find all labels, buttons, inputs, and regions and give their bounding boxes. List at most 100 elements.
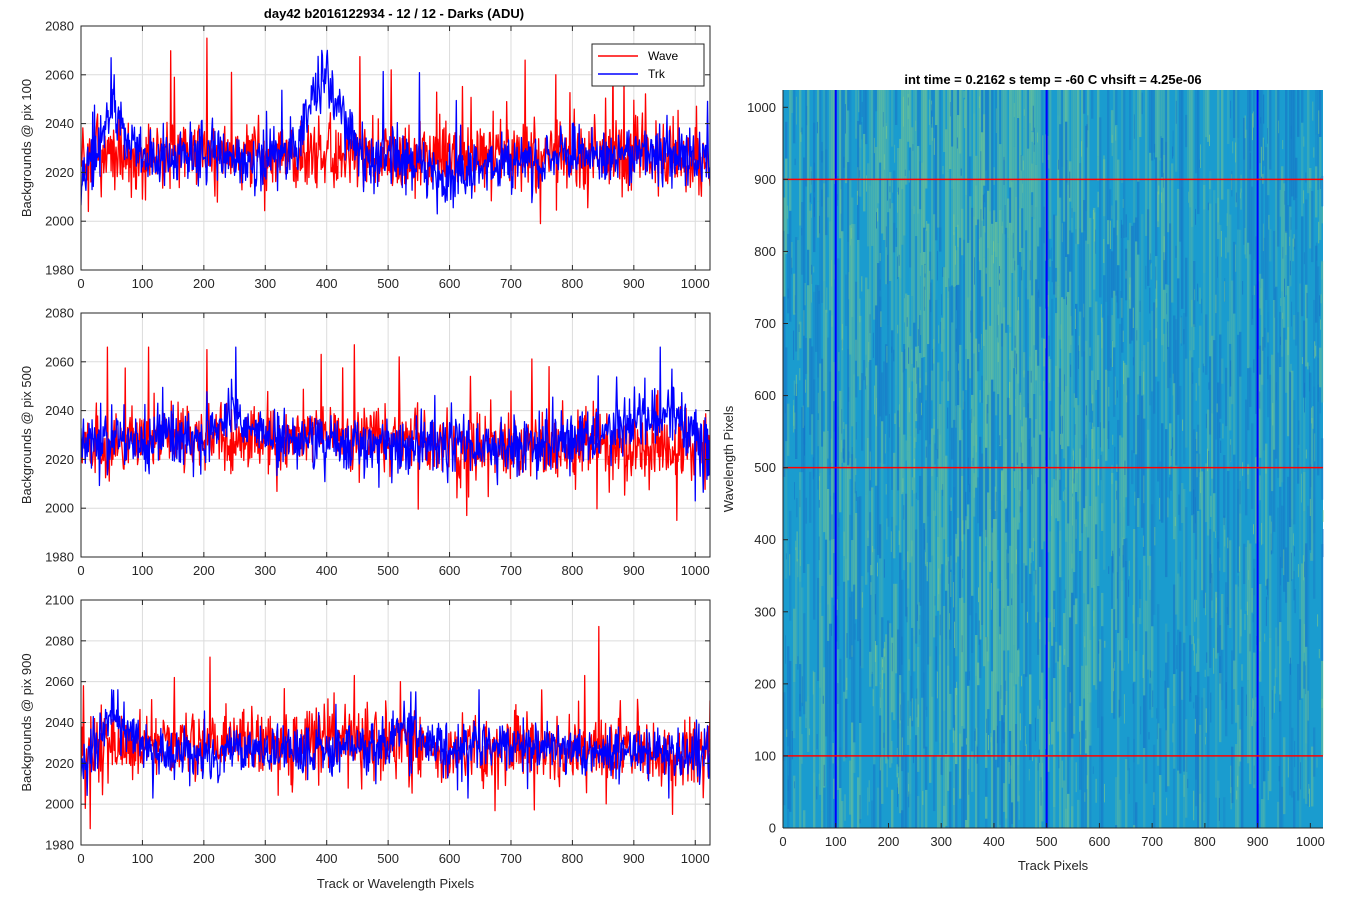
heatmap-speckle xyxy=(1194,497,1196,524)
heatmap-streak xyxy=(937,362,940,417)
heatmap-streak xyxy=(801,202,804,246)
x-tick-label: 300 xyxy=(930,834,952,849)
heatmap-speckle xyxy=(934,596,936,606)
heatmap-streak xyxy=(1087,693,1090,828)
heatmap-streak xyxy=(963,602,966,729)
heatmap-streak xyxy=(1059,197,1062,340)
heatmap-speckle xyxy=(1225,682,1227,709)
heatmap-streak xyxy=(1043,479,1046,542)
heatmap-speckle xyxy=(1261,522,1263,546)
heatmap-streak xyxy=(851,317,854,427)
heatmap-speckle xyxy=(1160,136,1162,159)
heatmap-streak xyxy=(1017,765,1020,802)
heatmap-streak xyxy=(1051,298,1054,432)
heatmap-streak xyxy=(1215,658,1218,798)
heatmap-streak xyxy=(1161,226,1164,346)
heatmap-speckle xyxy=(942,267,944,277)
heatmap-speckle xyxy=(1116,490,1118,500)
heatmap-streak xyxy=(1213,340,1216,494)
heatmap-streak xyxy=(1275,185,1278,287)
heatmap-streak xyxy=(1095,301,1098,390)
heatmap-streak xyxy=(1035,511,1038,623)
heatmap-speckle xyxy=(1143,371,1145,395)
heatmap-streak xyxy=(1275,90,1278,186)
heatmap-speckle xyxy=(1316,757,1318,768)
heatmap-streak xyxy=(1269,374,1272,419)
heatmap-speckle xyxy=(1150,262,1152,280)
heatmap-speckle xyxy=(1215,597,1217,613)
heatmap-speckle xyxy=(1180,317,1182,344)
heatmap-streak xyxy=(983,90,986,115)
heatmap-streak xyxy=(979,436,982,537)
heatmap-streak xyxy=(1247,90,1250,243)
heatmap-streak xyxy=(1293,400,1296,525)
heatmap-streak xyxy=(1099,639,1102,682)
heatmap-speckle xyxy=(816,734,818,750)
heatmap-speckle xyxy=(869,314,871,334)
heatmap-streak xyxy=(1093,584,1096,686)
heatmap-streak xyxy=(1121,580,1124,671)
heatmap-streak xyxy=(983,561,986,667)
heatmap-streak xyxy=(1075,598,1078,625)
heatmap-speckle xyxy=(917,329,919,346)
heatmap-streak xyxy=(887,90,890,213)
heatmap-speckle xyxy=(871,671,873,688)
heatmap-streak xyxy=(841,90,844,232)
heatmap-speckle xyxy=(962,569,964,579)
heatmap-streak xyxy=(1063,613,1066,665)
heatmap-speckle xyxy=(968,768,970,795)
heatmap-speckle xyxy=(1167,321,1169,350)
heatmap-streak xyxy=(1007,397,1010,492)
heatmap-streak xyxy=(1133,825,1136,828)
heatmap-streak xyxy=(1085,240,1088,341)
y-tick-label: 400 xyxy=(754,532,776,547)
heatmap-speckle xyxy=(797,558,799,578)
heatmap-streak xyxy=(821,151,824,303)
heatmap-streak xyxy=(1317,357,1320,476)
heatmap-streak xyxy=(1033,437,1036,542)
heatmap-streak xyxy=(957,405,960,518)
heatmap-streak xyxy=(1003,783,1006,812)
heatmap-streak xyxy=(823,281,826,392)
heatmap-streak xyxy=(959,344,962,379)
heatmap-streak xyxy=(885,249,888,285)
heatmap-speckle xyxy=(1235,244,1237,272)
heatmap-speckle xyxy=(866,367,868,386)
heatmap-streak xyxy=(1117,573,1120,634)
heatmap-streak xyxy=(959,440,962,599)
heatmap-streak xyxy=(1151,90,1154,161)
heatmap-speckle xyxy=(1247,570,1249,580)
heatmap-streak xyxy=(901,351,904,495)
heatmap-streak xyxy=(1067,184,1070,255)
heatmap-speckle xyxy=(1075,762,1077,793)
heatmap-streak xyxy=(1147,209,1150,286)
heatmap-speckle xyxy=(1085,434,1087,458)
heatmap-speckle xyxy=(1230,765,1232,794)
heatmap-speckle xyxy=(1139,300,1141,312)
heatmap-streak xyxy=(1011,90,1014,182)
heatmap-streak xyxy=(1039,705,1042,791)
heatmap-speckle xyxy=(1275,382,1277,401)
heatmap-speckle xyxy=(868,341,870,362)
heatmap-streak xyxy=(1237,334,1240,489)
heatmap-streak xyxy=(895,583,898,674)
heatmap-streak xyxy=(875,365,878,486)
heatmap-streak xyxy=(873,90,876,179)
heatmap-streak xyxy=(987,90,990,191)
heatmap-streak xyxy=(825,309,828,384)
heatmap-streak xyxy=(1289,371,1292,528)
heatmap-streak xyxy=(1245,399,1248,516)
heatmap-speckle xyxy=(841,409,843,434)
heatmap-streak xyxy=(933,755,936,812)
heatmap-streak xyxy=(971,751,974,792)
heatmap-speckle xyxy=(1100,304,1102,323)
heatmap-speckle xyxy=(1175,245,1177,258)
heatmap-streak xyxy=(1165,623,1168,663)
x-tick-label: 700 xyxy=(500,851,522,866)
heatmap-speckle xyxy=(1307,362,1309,370)
heatmap-streak xyxy=(987,661,990,710)
heatmap-streak xyxy=(831,381,834,497)
heatmap-streak xyxy=(813,772,816,828)
heatmap-streak xyxy=(1253,652,1256,789)
heatmap-streak xyxy=(1127,736,1130,771)
